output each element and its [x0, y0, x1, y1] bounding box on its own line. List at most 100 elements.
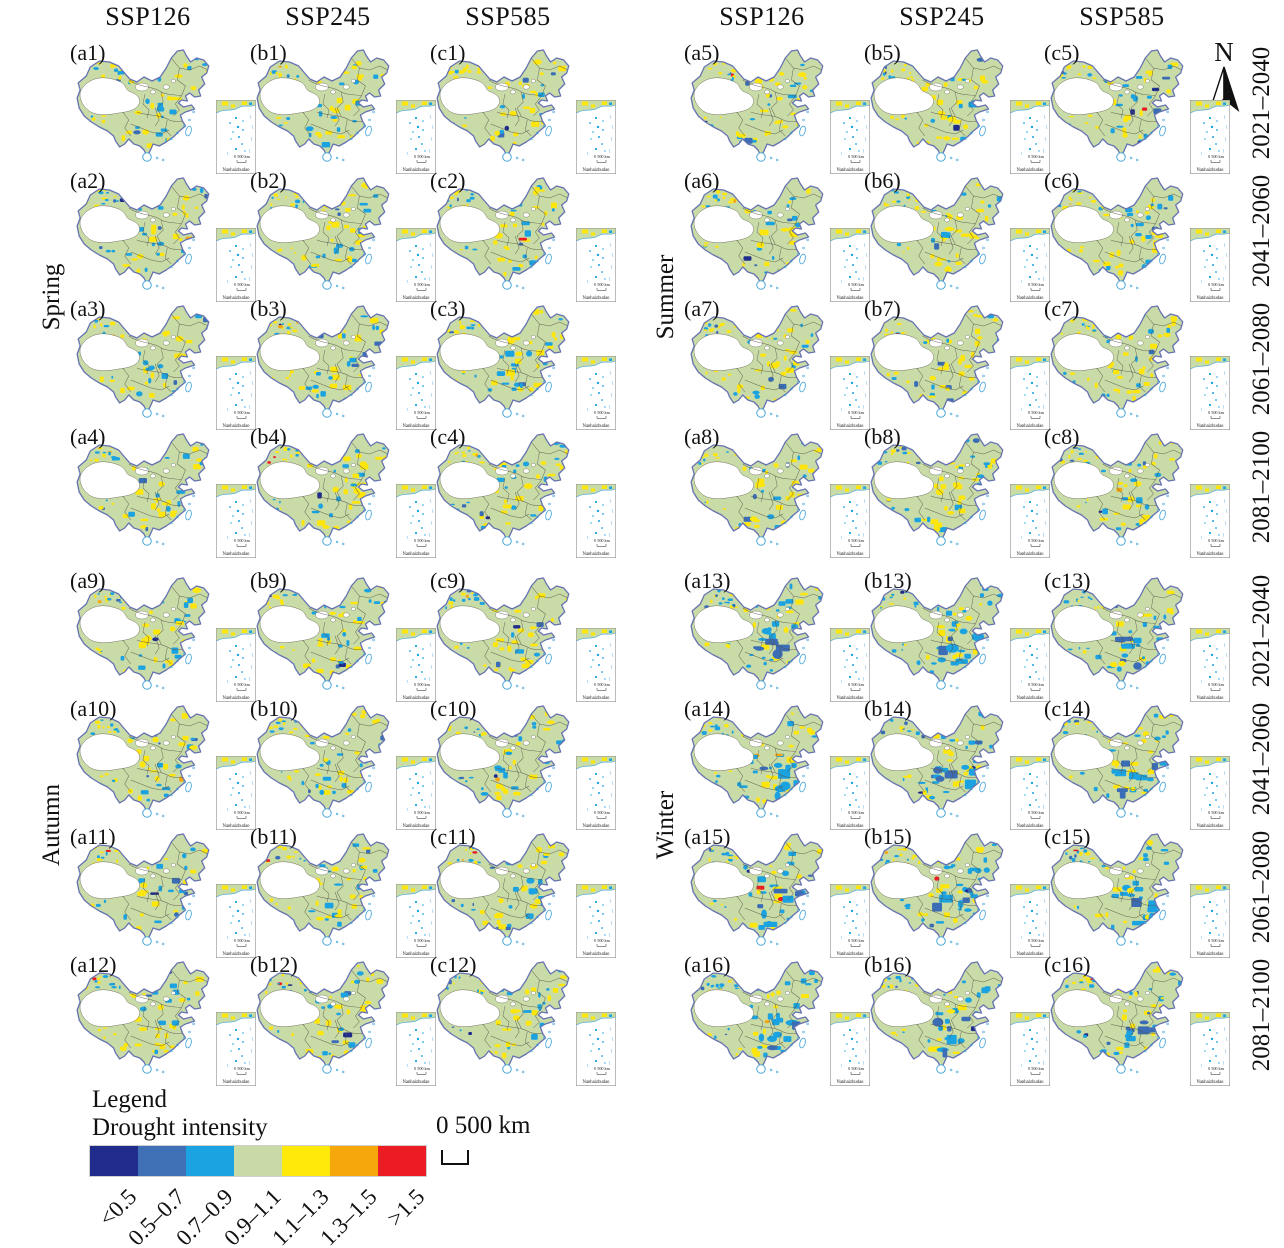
china-map: [76, 305, 210, 418]
map-inset: 0 500 km Nanhaizhudao: [1190, 484, 1231, 559]
panel-label: (c7): [1044, 296, 1080, 321]
inset-label: Nanhaizhudao: [222, 552, 250, 557]
panel-label: (c14): [1044, 696, 1091, 721]
china-map: [870, 961, 1004, 1074]
period-label: 2061–2080: [1248, 830, 1275, 944]
map-panel: (a16) 0 500 km Nanhaizhudao: [680, 952, 871, 1087]
china-map: [256, 49, 390, 162]
map-inset: 0 500 km Nanhaizhudao: [576, 628, 617, 703]
inset-label: Nanhaizhudao: [402, 952, 430, 957]
china-map: [256, 577, 390, 690]
panel-label: (c2): [430, 168, 466, 193]
panel-label: (c10): [430, 696, 477, 721]
map-inset: 0 500 km Nanhaizhudao: [830, 228, 871, 303]
inset-label: Nanhaizhudao: [1016, 424, 1044, 429]
china-map: [690, 577, 824, 690]
map-inset: 0 500 km Nanhaizhudao: [830, 884, 871, 959]
inset-scale-text: 0 500 km: [414, 154, 431, 159]
inset-scale-text: 0 500 km: [234, 1066, 251, 1071]
map-panel: (b14) 0 500 km Nanhaizhudao: [860, 696, 1051, 831]
season-label: Spring: [38, 263, 65, 331]
map-panel: (c14) 0 500 km Nanhaizhudao: [1040, 696, 1231, 831]
map-inset: 0 500 km Nanhaizhudao: [576, 484, 617, 559]
china-map: [76, 49, 210, 162]
inset-label: Nanhaizhudao: [402, 696, 430, 701]
china-map: [256, 705, 390, 818]
map-inset: 0 500 km Nanhaizhudao: [1010, 1012, 1051, 1087]
inset-label: Nanhaizhudao: [222, 824, 250, 829]
china-map: [870, 305, 1004, 418]
map-inset: 0 500 km Nanhaizhudao: [1190, 356, 1231, 431]
china-map: [870, 833, 1004, 946]
scenario-header: SSP245: [899, 2, 985, 31]
china-map: [76, 577, 210, 690]
china-map: [1050, 577, 1184, 690]
map-inset: 0 500 km Nanhaizhudao: [1190, 100, 1231, 175]
map-panel: (a10) 0 500 km Nanhaizhudao: [66, 696, 257, 831]
inset-label: Nanhaizhudao: [1016, 168, 1044, 173]
china-map: [690, 833, 824, 946]
china-map: [690, 961, 824, 1074]
panel-label: (c9): [430, 568, 466, 593]
map-panel: (a11) 0 500 km Nanhaizhudao: [66, 824, 257, 959]
inset-label: Nanhaizhudao: [836, 424, 864, 429]
map-panel: (b11) 0 500 km Nanhaizhudao: [246, 824, 437, 959]
inset-label: Nanhaizhudao: [402, 552, 430, 557]
legend-class-swatch: [282, 1146, 330, 1176]
panel-label: (c16): [1044, 952, 1091, 977]
map-panel: (b13) 0 500 km Nanhaizhudao: [860, 568, 1051, 703]
inset-scale-text: 0 500 km: [414, 538, 431, 543]
panel-label: (a6): [684, 168, 720, 193]
panel-label: (b5): [864, 40, 901, 65]
inset-label: Nanhaizhudao: [1196, 824, 1224, 829]
map-inset: 0 500 km Nanhaizhudao: [830, 100, 871, 175]
inset-label: Nanhaizhudao: [402, 296, 430, 301]
inset-label: Nanhaizhudao: [402, 168, 430, 173]
panel-label: (b15): [864, 824, 912, 849]
map-inset: 0 500 km Nanhaizhudao: [396, 484, 437, 559]
legend-class-swatch: [234, 1146, 282, 1176]
inset-scale-text: 0 500 km: [594, 938, 611, 943]
inset-scale-text: 0 500 km: [414, 682, 431, 687]
panel-label: (c3): [430, 296, 466, 321]
inset-label: Nanhaizhudao: [582, 696, 610, 701]
inset-scale-text: 0 500 km: [1028, 938, 1045, 943]
inset-scale-text: 0 500 km: [1028, 154, 1045, 159]
china-map: [436, 305, 570, 418]
map-panel: (c6) 0 500 km Nanhaizhudao: [1040, 168, 1231, 303]
season-label: Winter: [652, 790, 679, 860]
panel-label: (a2): [70, 168, 106, 193]
panel-label: (a8): [684, 424, 720, 449]
legend-scale-bar: [441, 1150, 469, 1165]
china-map: [870, 49, 1004, 162]
panel-label: (b11): [250, 824, 297, 849]
inset-label: Nanhaizhudao: [582, 424, 610, 429]
map-panel: (c13) 0 500 km Nanhaizhudao: [1040, 568, 1231, 703]
inset-label: Nanhaizhudao: [1196, 952, 1224, 957]
inset-scale-text: 0 500 km: [414, 1066, 431, 1071]
panel-label: (a9): [70, 568, 106, 593]
inset-label: Nanhaizhudao: [402, 424, 430, 429]
inset-scale-text: 0 500 km: [848, 154, 865, 159]
map-panel: (a7) 0 500 km Nanhaizhudao: [680, 296, 871, 431]
inset-scale-text: 0 500 km: [848, 410, 865, 415]
map-panel: (b6) 0 500 km Nanhaizhudao: [860, 168, 1051, 303]
inset-scale-text: 0 500 km: [1028, 410, 1045, 415]
panel-label: (a13): [684, 568, 731, 593]
map-inset: 0 500 km Nanhaizhudao: [396, 356, 437, 431]
legend-class-label: >1.5: [382, 1184, 430, 1232]
china-map: [76, 177, 210, 290]
panel-label: (c5): [1044, 40, 1080, 65]
map-inset: 0 500 km Nanhaizhudao: [1190, 756, 1231, 831]
inset-label: Nanhaizhudao: [582, 952, 610, 957]
china-map: [1050, 49, 1184, 162]
period-label: 2021–2040: [1248, 574, 1275, 688]
north-arrow-icon: [1208, 66, 1240, 112]
map-inset: 0 500 km Nanhaizhudao: [830, 628, 871, 703]
map-inset: 0 500 km Nanhaizhudao: [396, 100, 437, 175]
panel-label: (c8): [1044, 424, 1080, 449]
map-inset: 0 500 km Nanhaizhudao: [1190, 1012, 1231, 1087]
inset-label: Nanhaizhudao: [836, 696, 864, 701]
inset-scale-text: 0 500 km: [848, 1066, 865, 1071]
map-inset: 0 500 km Nanhaizhudao: [216, 1012, 257, 1087]
